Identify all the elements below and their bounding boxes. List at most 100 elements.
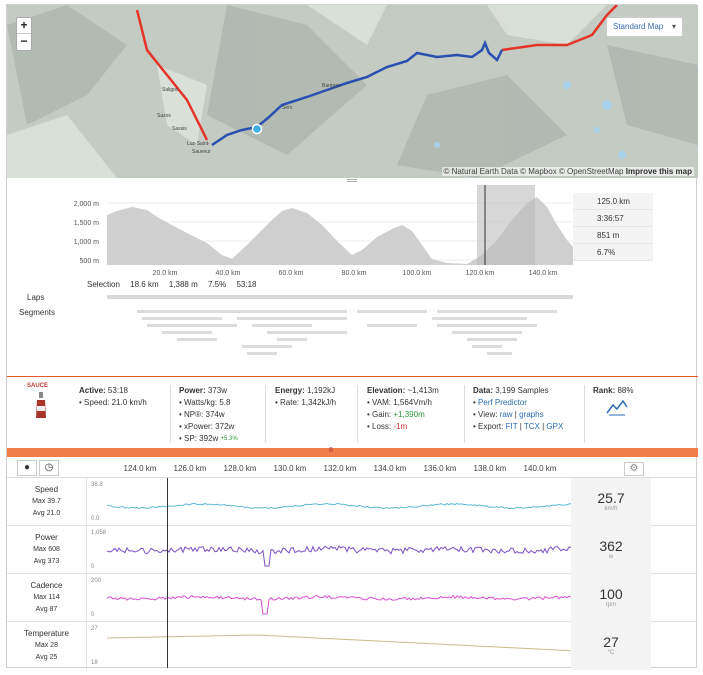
svg-text:Saligos: Saligos	[162, 87, 179, 93]
map-style-label: Standard Map	[613, 22, 664, 31]
stream-ymin: 0	[91, 612, 95, 618]
stream-current: 25.7 km/h	[571, 478, 651, 526]
stream-ymax: 27	[91, 626, 98, 632]
energy-label: Energy:	[275, 386, 305, 395]
elevation-unit: m	[432, 386, 439, 395]
resize-handle[interactable]	[347, 179, 357, 182]
export-fit-link[interactable]: FIT	[505, 422, 518, 431]
timeline-axis: ● ◷ 124.0 km 126.0 km 128.0 km 130.0 km …	[7, 460, 698, 478]
svg-text:Sazos: Sazos	[157, 113, 171, 119]
stream-row-speed[interactable]: Speed Max 39.7 Avg 21.0 38.8 0.0 25.7 km/…	[7, 478, 698, 526]
elevation-value: ~1,413	[407, 386, 433, 395]
elev-ytick: 2,000 m	[74, 201, 99, 208]
stream-row-cadence[interactable]: Cadence Max 114 Avg 87 200 0 100 rpm	[7, 574, 698, 622]
np-value: 374	[205, 410, 219, 419]
stream-avg: Avg 87	[35, 606, 58, 613]
data-block: Data: 3,199 Samples • Perf Predictor • V…	[473, 386, 564, 431]
selection-time: 53:18	[236, 280, 257, 289]
stream-ymax: 1,058	[91, 530, 107, 536]
elevation-label: Elevation:	[367, 386, 406, 395]
rank-badge-icon[interactable]	[605, 399, 629, 417]
export-gpx-link[interactable]: GPX	[546, 422, 564, 431]
export-label: Export:	[478, 422, 504, 431]
timeline-xtick: 126.0 km	[173, 464, 207, 473]
power-label: Power:	[179, 386, 206, 395]
perf-predictor-link[interactable]: Perf Predictor	[478, 398, 527, 407]
stream-avg: Avg 25	[35, 654, 58, 661]
zoom-out-button[interactable]: −	[20, 34, 28, 48]
timeline-cursor[interactable]	[167, 478, 168, 668]
elev-xtick: 120.0 km	[466, 270, 495, 277]
power-line[interactable]	[107, 528, 573, 572]
xpower-value: 372	[215, 422, 229, 431]
stat-distance: 125.0 km	[573, 193, 653, 210]
stream-max: Max 114	[33, 594, 60, 601]
stream-name: Cadence	[30, 581, 63, 590]
stream-ymin: 18	[91, 660, 98, 666]
elevation-chart[interactable]: 2,000 m 1,500 m 1,000 m 500 m 20.0 km 40…	[7, 185, 577, 280]
rate-value: 1,342	[301, 398, 322, 407]
stream-row-temperature[interactable]: Temperature Max 28 Avg 25 27 18 27 °C	[7, 622, 698, 670]
segments-chart[interactable]	[107, 293, 577, 368]
stream-row-power[interactable]: Power Max 608 Avg 373 1,058 0 362 w	[7, 526, 698, 574]
zoom-in-button[interactable]: +	[17, 18, 31, 34]
improve-map-link[interactable]: Improve this map	[625, 167, 692, 176]
stat-elevation: 851 m	[573, 227, 653, 244]
stream-current: 362 w	[571, 526, 651, 574]
elev-xtick: 20.0 km	[153, 270, 178, 277]
vam-label: VAM:	[372, 398, 391, 407]
stream-ymax: 200	[91, 578, 102, 584]
speed-value: 21.0	[111, 398, 128, 407]
elev-xtick: 60.0 km	[279, 270, 304, 277]
view-raw-link[interactable]: raw	[499, 410, 513, 419]
np-label: NP®:	[184, 410, 204, 419]
activity-view: Saligos Sazos Sassis Luz-Saint- Sauveur Ser…	[6, 4, 698, 670]
export-tcx-link[interactable]: TCX	[523, 422, 540, 431]
stream-max: Max 39.7	[32, 498, 61, 505]
rank-value: 88%	[617, 386, 634, 395]
laps-label: Laps	[27, 293, 45, 302]
wkg-value: 5.8	[219, 398, 231, 407]
stream-unit: °C	[607, 650, 615, 656]
selection-elevation: 1,388 m	[168, 280, 198, 289]
divider	[265, 385, 266, 443]
stream-label: Speed Max 39.7 Avg 21.0	[7, 478, 87, 526]
cadence-line[interactable]	[107, 576, 573, 620]
stream-unit: rpm	[605, 602, 617, 608]
elevation-stats: 125.0 km 3:36:57 851 m 6.7%	[573, 193, 653, 261]
map-style-dropdown[interactable]: Standard Map ▾	[606, 17, 683, 37]
timeline-divider-bar[interactable]: 8	[7, 447, 698, 457]
gain-label: Gain:	[372, 410, 392, 419]
view-graphs-link[interactable]: graphs	[519, 410, 544, 419]
attribution-text: © Natural Earth Data © Mapbox © OpenStre…	[443, 167, 624, 176]
elev-ytick: 1,500 m	[74, 220, 99, 227]
active-value: 53:18	[107, 386, 128, 395]
stream-name: Power	[35, 533, 58, 542]
sp-value: 392	[199, 434, 213, 443]
route-map[interactable]: Saligos Sazos Sassis Luz-Saint- Sauveur Ser…	[7, 5, 698, 178]
lap-bar	[107, 295, 573, 299]
divider	[584, 385, 585, 443]
gain-value: +1,390	[393, 410, 419, 419]
stream-ymin: 0.0	[91, 516, 100, 522]
stream-current-value: 27	[603, 634, 619, 650]
view-label: View:	[478, 410, 498, 419]
clock-icon[interactable]: ◷	[39, 460, 59, 476]
energy-block: Energy: 1,192kJ • Rate: 1,342kJ/h	[275, 386, 337, 407]
timeline-xtick: 128.0 km	[223, 464, 257, 473]
map-pin-icon[interactable]: ●	[17, 460, 37, 476]
stream-current-value: 362	[599, 538, 623, 554]
svg-text:Barèges: Barèges	[322, 83, 341, 89]
stat-time: 3:36:57	[573, 210, 653, 227]
gear-icon[interactable]: ⚙	[624, 462, 644, 476]
timeline-xtick: 140.0 km	[523, 464, 557, 473]
speed-line[interactable]	[107, 480, 573, 524]
temperature-line[interactable]	[107, 624, 573, 668]
selection-grade: 7.5%	[208, 280, 227, 289]
selection-window	[477, 185, 535, 265]
stream-avg: Avg 373	[33, 558, 60, 565]
divider	[170, 385, 171, 443]
xpower-label: xPower:	[184, 422, 213, 431]
stream-label: Cadence Max 114 Avg 87	[7, 574, 87, 622]
stream-label: Temperature Max 28 Avg 25	[7, 622, 87, 670]
